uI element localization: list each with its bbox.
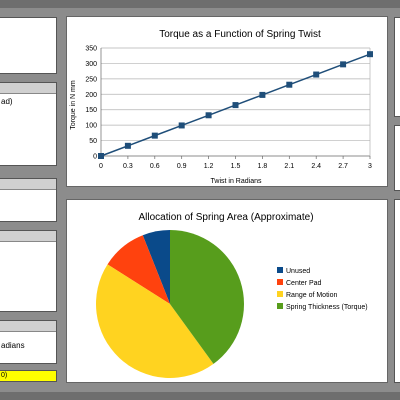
- torque-chart-svg: Torque as a Function of Spring Twist 0 50…: [70, 29, 373, 185]
- torque-chart-xlabel: Twist in Radians: [211, 178, 262, 185]
- x-tick-label: 0.6: [150, 163, 160, 170]
- torque-chart-grid: [100, 47, 371, 157]
- x-tick-label: 1.2: [204, 163, 214, 170]
- left-panel-2-text: ad): [1, 97, 13, 106]
- pie-slice: [107, 235, 170, 304]
- y-tick-label: 150: [85, 107, 97, 114]
- x-tick-label: 1.5: [231, 163, 241, 170]
- right-panel-2: [394, 125, 400, 191]
- torque-chart: Torque as a Function of Spring Twist 0 50…: [66, 16, 388, 187]
- allocation-pie: [95, 230, 244, 379]
- y-tick-label: 100: [85, 123, 97, 130]
- data-point: [178, 122, 185, 129]
- torque-chart-x-ticks: 0 0.3 0.6 0.9 1.2 1.5 1.8 2.1 2.4 2.7 3: [99, 156, 372, 170]
- legend-label: Unused: [286, 268, 310, 275]
- torque-chart-title: Torque as a Function of Spring Twist: [159, 29, 321, 40]
- data-point: [98, 153, 104, 159]
- y-tick-label: 50: [89, 138, 97, 145]
- torque-chart-ylabel: Torque in N mm: [70, 80, 77, 130]
- x-tick-label: 2.7: [338, 163, 348, 170]
- data-point: [286, 81, 293, 88]
- allocation-chart-title: Allocation of Spring Area (Approximate): [138, 212, 313, 223]
- bottom-bar: [0, 392, 400, 400]
- data-point: [367, 51, 373, 58]
- right-panel-3: [394, 199, 400, 383]
- data-point: [340, 61, 347, 68]
- data-point: [232, 102, 239, 109]
- left-panel-4-header: [0, 231, 56, 242]
- legend-swatch: [277, 291, 283, 297]
- y-tick-label: 250: [85, 76, 97, 83]
- allocation-chart-svg: Allocation of Spring Area (Approximate) …: [95, 212, 368, 379]
- pie-slice: [170, 230, 244, 364]
- torque-series-points: [98, 51, 373, 159]
- pie-slice: [95, 264, 214, 379]
- y-tick-label: 0: [93, 154, 97, 161]
- y-tick-label: 300: [85, 61, 97, 68]
- legend-label: Spring Thickness (Torque): [286, 304, 368, 311]
- legend-swatch: [277, 279, 283, 285]
- left-panel-1: [0, 17, 57, 74]
- x-tick-label: 0.9: [177, 163, 187, 170]
- y-tick-label: 350: [85, 46, 97, 53]
- left-panel-4: [0, 230, 57, 312]
- x-tick-label: 1.8: [258, 163, 268, 170]
- left-value-cell: 0): [0, 370, 57, 382]
- allocation-chart: Allocation of Spring Area (Approximate) …: [66, 199, 388, 383]
- legend-swatch: [277, 303, 283, 309]
- legend-swatch: [277, 267, 283, 273]
- legend-label: Center Pad: [286, 280, 322, 287]
- data-point: [124, 142, 131, 149]
- data-point: [313, 71, 320, 78]
- left-panel-5-text: adians: [1, 341, 25, 350]
- pie-slice: [142, 230, 170, 304]
- data-point: [151, 132, 158, 139]
- x-tick-label: 3: [368, 163, 372, 170]
- allocation-legend: Unused Center Pad Range of Motion Spring Th…: [277, 267, 368, 311]
- top-bar: [0, 0, 400, 8]
- right-panel-1: [394, 17, 400, 117]
- data-point: [259, 91, 266, 98]
- x-tick-label: 0: [99, 163, 103, 170]
- left-panel-3-header: [0, 179, 56, 190]
- x-tick-label: 0.3: [123, 163, 133, 170]
- torque-chart-y-ticks: 0 50 100 150 200 250 300 350: [85, 46, 97, 161]
- data-point: [205, 112, 212, 119]
- left-panel-2-header: [0, 83, 56, 94]
- x-tick-label: 2.4: [311, 163, 321, 170]
- legend-label: Range of Motion: [286, 292, 337, 299]
- y-tick-label: 200: [85, 92, 97, 99]
- left-panel-2: ad): [0, 82, 57, 166]
- left-panel-5: adians: [0, 320, 57, 364]
- left-panel-3: [0, 178, 57, 222]
- x-tick-label: 2.1: [284, 163, 294, 170]
- left-panel-5-header: [0, 321, 56, 332]
